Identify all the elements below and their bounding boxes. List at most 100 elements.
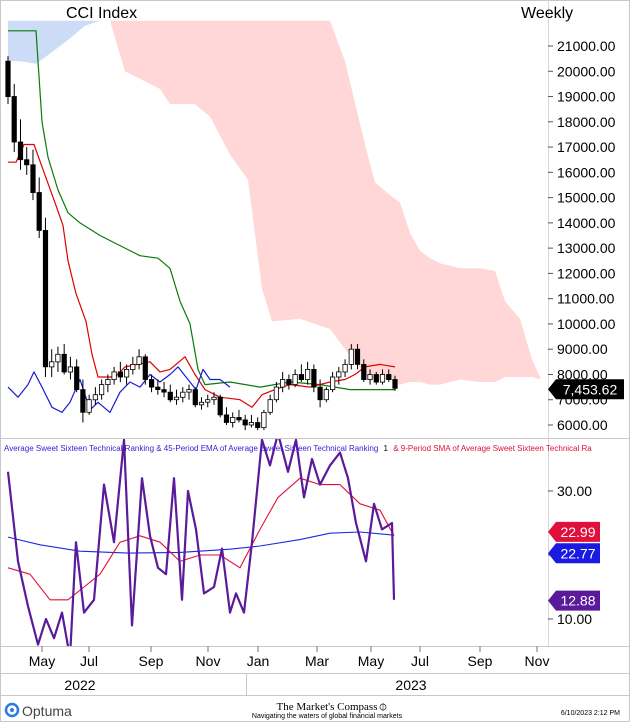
svg-text:12.88: 12.88 [560,593,595,609]
candle [292,369,298,388]
candle [67,356,73,380]
candle [24,147,30,175]
candle [311,364,317,393]
ema-45-line [7,531,395,554]
x-tick-label: Jul [411,653,429,669]
y-tick-label: 6000.00 [557,417,608,433]
candle [186,384,192,400]
year-label: 2022 [64,677,95,693]
technical-ranking-line [6,439,396,646]
candle [248,414,254,428]
svg-text:22.99: 22.99 [560,524,595,540]
optuma-logo [4,702,20,718]
compass-icon [379,703,387,711]
candle [217,394,223,418]
candle [36,177,42,238]
x-tick-label: Jul [80,653,98,669]
candle [86,394,92,415]
candle [136,349,142,370]
candle [192,387,198,408]
candle [111,366,117,385]
candle [5,56,11,105]
candle [386,369,392,382]
candle [42,217,49,377]
candle [80,379,86,423]
candle [317,379,323,408]
candle [329,371,336,393]
candle [17,119,24,170]
candle [223,407,230,425]
x-tick-label: Sep [139,653,164,669]
candle [236,409,242,423]
candle [273,382,280,403]
candle [180,387,186,403]
candle [298,364,305,382]
candle [155,379,161,395]
candle [161,382,167,398]
y-tick-label: 10.00 [557,611,592,627]
candle [61,344,67,375]
y-tick-label: 16000.00 [557,164,616,180]
x-tick-label: Nov [196,653,221,669]
candle [255,417,261,431]
candle [261,409,267,431]
candle [379,369,386,385]
candle [279,371,286,393]
y-tick-label: 21000.00 [557,38,616,54]
y-tick-label: 17000.00 [557,139,616,155]
y-tick-label: 11000.00 [557,291,615,307]
candle [348,344,354,370]
y-tick-label: 9000.00 [557,341,608,357]
x-tick-label: Mar [305,653,329,669]
candle [198,397,205,410]
candle [92,387,98,405]
ranking-value-label: 12.88 [548,590,600,611]
y-tick-label: 13000.00 [557,240,616,256]
sma-9-line [7,477,395,601]
y-tick-label: 15000.00 [557,190,616,206]
chart-title: CCI Index [66,5,137,22]
candle [286,374,292,390]
x-tick-label: Nov [525,653,550,669]
candle [323,387,329,403]
legend-sep: 1 [384,444,389,453]
candle [30,149,36,201]
candle [49,349,55,377]
candle [74,359,80,393]
y-tick-label: 19000.00 [557,89,616,105]
candle [211,392,217,405]
y-tick-label: 30.00 [557,483,592,499]
candle [55,346,61,372]
indicator-legend: Average Sweet Sixteen Technical Ranking … [4,444,592,453]
candle [105,374,111,393]
y-tick-label: 10000.00 [557,316,616,332]
candle [117,361,123,382]
candle [124,364,130,385]
chart-interval: Weekly [521,5,573,22]
year-label: 2023 [395,677,426,693]
brand-tagline: Navigating the waters of global financia… [252,713,403,720]
candle [167,384,173,403]
candle [267,394,273,415]
candle [173,389,180,405]
candle [373,371,379,385]
candle [354,344,361,370]
candle [392,375,398,391]
candle [99,379,105,400]
sma-value-label: 22.99 [548,521,600,542]
candle [230,412,236,428]
optuma-wordmark: Optuma [22,703,72,719]
candle [336,366,342,385]
last-price-label: 7,453.62 [548,379,624,400]
candle [142,354,148,385]
timestamp: 6/10/2023 2:12 PM [561,710,620,717]
candle [205,394,211,408]
svg-text:7,453.62: 7,453.62 [563,381,618,397]
candle [342,359,348,377]
candle [242,414,248,431]
y-tick-label: 20000.00 [557,63,616,79]
svg-text:22.77: 22.77 [560,545,595,561]
candle [367,369,373,385]
y-tick-label: 18000.00 [557,114,616,130]
